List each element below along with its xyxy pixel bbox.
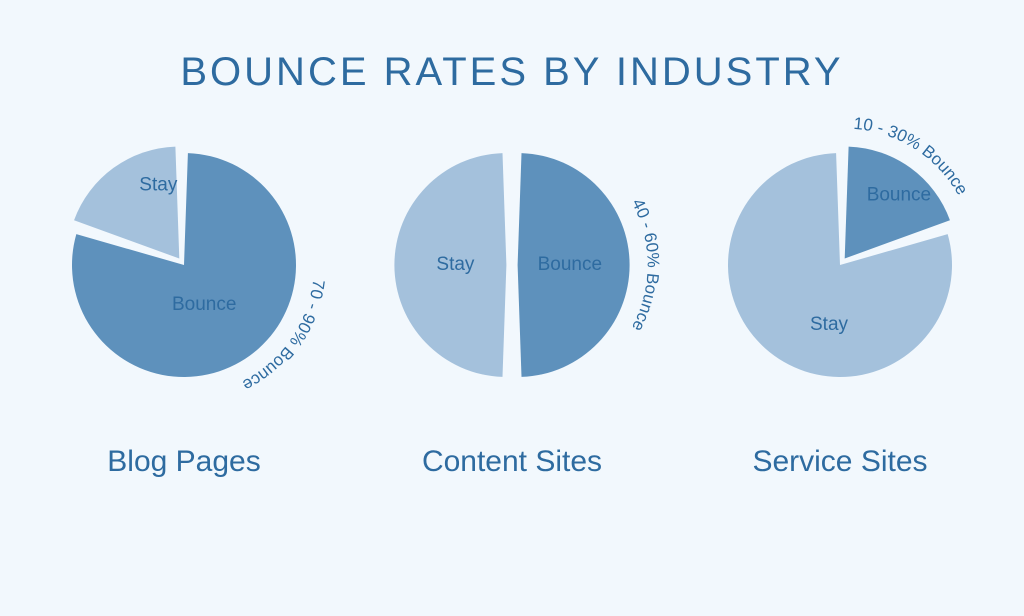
pie-content: Stay Bounce 40 - 60% Bounce [372, 125, 652, 405]
bounce-label: Bounce [867, 185, 931, 206]
arc-label: 40 - 60% Bounce [628, 196, 663, 335]
stay-label: Stay [436, 254, 475, 275]
caption-content: Content Sites [422, 445, 602, 479]
stay-label: Stay [139, 175, 178, 196]
stay-label: Stay [810, 314, 849, 335]
bounce-label: Bounce [538, 254, 602, 275]
chart-content: Stay Bounce 40 - 60% Bounce Content Site… [350, 125, 675, 479]
chart-service: Stay Bounce 10 - 30% Bounce Service Site… [678, 125, 1003, 479]
chart-blog: Stay Bounce 70 - 90% Bounce Blog Pages [22, 125, 347, 479]
caption-blog: Blog Pages [107, 445, 260, 479]
page-title: BOUNCE RATES BY INDUSTRY [0, 50, 1024, 95]
canvas: BOUNCE RATES BY INDUSTRY Stay Bounce 70 … [0, 0, 1024, 616]
caption-service: Service Sites [752, 445, 927, 479]
charts-row: Stay Bounce 70 - 90% Bounce Blog Pages S… [0, 95, 1024, 479]
bounce-label: Bounce [172, 294, 236, 315]
pie-service: Stay Bounce 10 - 30% Bounce [700, 125, 980, 405]
pie-blog: Stay Bounce 70 - 90% Bounce [44, 125, 324, 405]
